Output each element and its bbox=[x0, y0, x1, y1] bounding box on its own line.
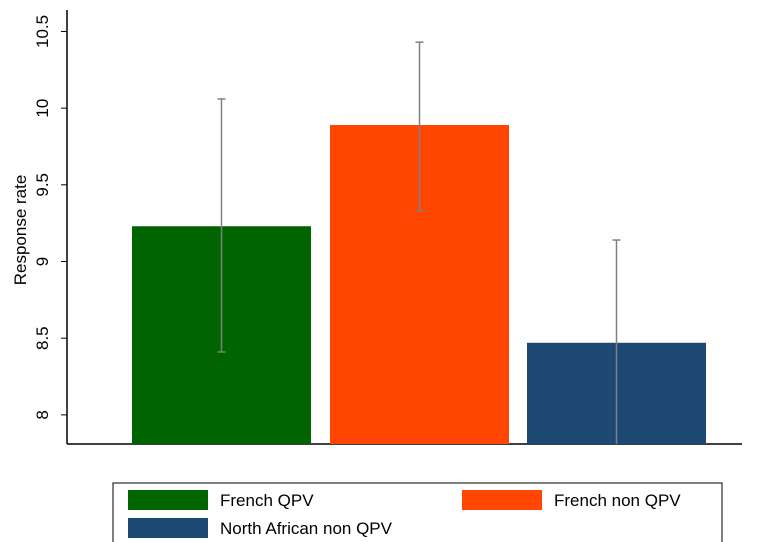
legend-label: French QPV bbox=[220, 491, 314, 510]
error-bar bbox=[415, 41, 424, 212]
y-tick-label: 8 bbox=[33, 410, 52, 419]
y-tick-label: 10 bbox=[33, 99, 52, 118]
y-tick-label: 9 bbox=[33, 257, 52, 266]
plot-area bbox=[132, 41, 706, 444]
legend-label: French non QPV bbox=[554, 491, 681, 510]
legend-swatch bbox=[128, 490, 208, 510]
error-bar bbox=[217, 98, 226, 353]
y-tick-label: 9.5 bbox=[33, 173, 52, 197]
legend-swatch bbox=[128, 518, 208, 538]
legend-label: North African non QPV bbox=[220, 519, 393, 538]
legend-box bbox=[112, 482, 723, 542]
error-bar bbox=[612, 239, 621, 444]
y-tick-label: 10.5 bbox=[33, 15, 52, 48]
legend-swatch bbox=[462, 490, 542, 510]
y-tick-label: 8.5 bbox=[33, 326, 52, 350]
y-axis-title: Response rate bbox=[11, 175, 30, 286]
